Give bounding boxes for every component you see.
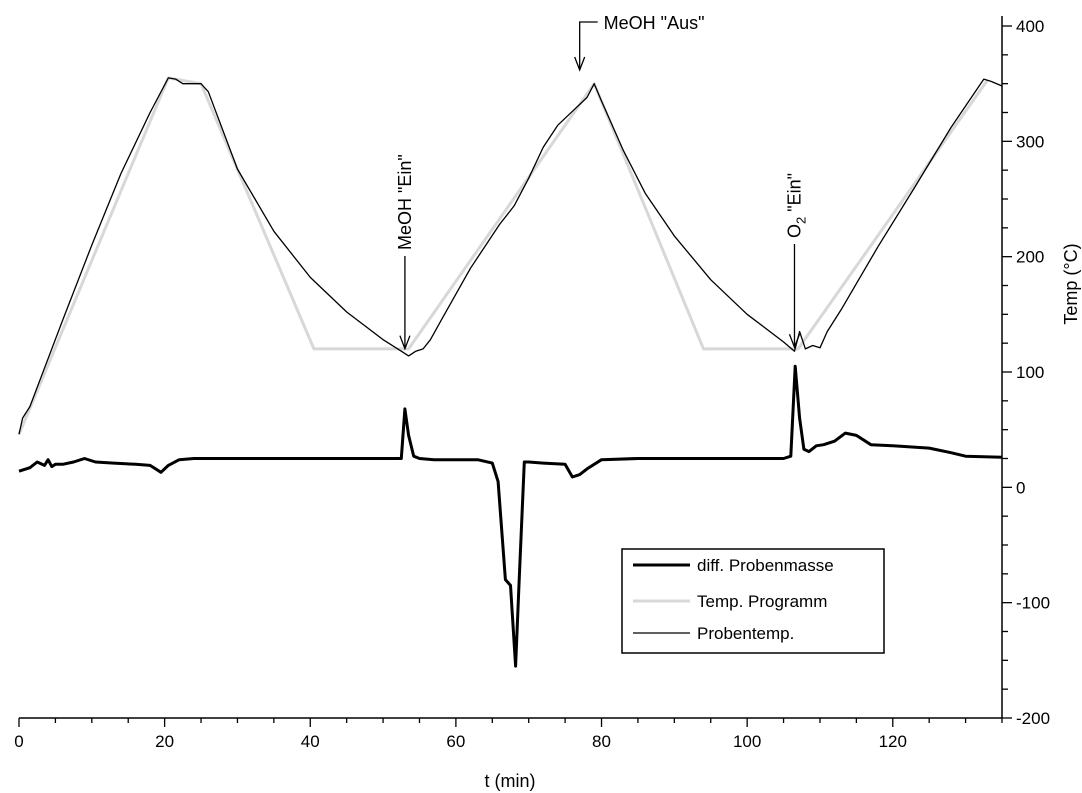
annotations: MeOH "Ein" MeOH "Aus" O2 "Ein" <box>395 13 808 351</box>
series-diff-probenmasse <box>18 364 1003 668</box>
y-tick-label: 200 <box>1016 248 1044 267</box>
annotation-meoh-ein-arrowhead <box>399 335 411 351</box>
x-tick-label: 0 <box>14 732 23 751</box>
y-tick-label: 0 <box>1016 478 1025 497</box>
annotation-meoh-aus: MeOH "Aus" <box>604 13 705 33</box>
legend: diff. Probenmasse Temp. Programm Probent… <box>621 548 885 654</box>
x-tick-label: 20 <box>155 732 174 751</box>
series-probentemp <box>18 77 1003 435</box>
annotation-meoh-aus-leader <box>579 21 598 70</box>
y-tick-label: 300 <box>1016 132 1044 151</box>
x-tick-label: 80 <box>592 732 611 751</box>
annotation-meoh-ein: MeOH "Ein" <box>395 154 415 250</box>
plot-area <box>17 76 1003 668</box>
x-tick-label: 60 <box>446 732 465 751</box>
x-tick-label: 100 <box>733 732 761 751</box>
legend-label-probentemp: Probentemp. <box>697 624 794 643</box>
y-axis-label: Temp (°C) <box>1061 243 1081 324</box>
x-axis-label: t (min) <box>485 771 536 791</box>
x-tick-label: 120 <box>879 732 907 751</box>
annotation-o2-ein-arrowhead <box>788 334 801 350</box>
x-tick-label: 40 <box>301 732 320 751</box>
series-temp-programm <box>17 76 989 435</box>
axes: 0 20 40 60 80 100 120 -200 -100 0 100 200 300 400 <box>14 16 1050 751</box>
y-tick-label: -200 <box>1016 709 1050 728</box>
y-tick-label: 100 <box>1016 363 1044 382</box>
legend-label-diff-probenmasse: diff. Probenmasse <box>697 556 834 575</box>
annotation-o2-ein: O2 "Ein" <box>784 173 808 238</box>
y-tick-label: -100 <box>1016 594 1050 613</box>
y-tick-label: 400 <box>1016 17 1044 36</box>
annotation-meoh-aus-arrowhead <box>574 56 586 72</box>
legend-label-temp-programm: Temp. Programm <box>697 592 827 611</box>
